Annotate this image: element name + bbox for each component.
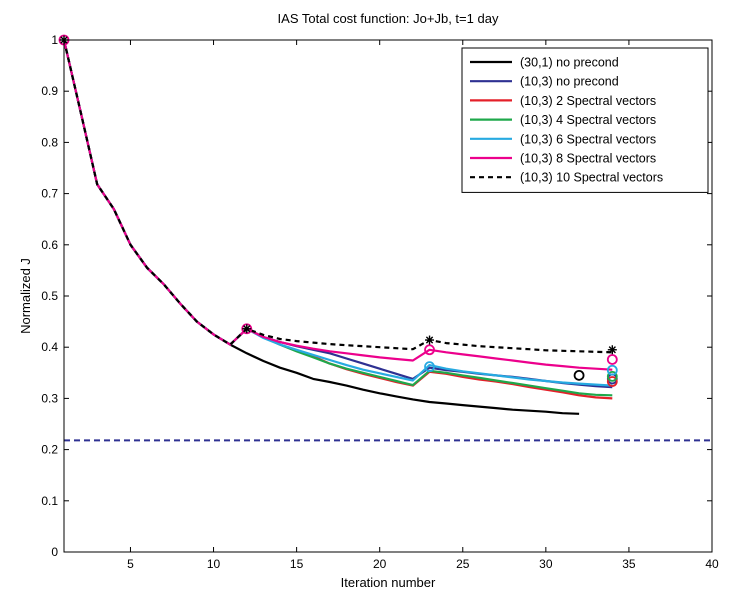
y-tick-label: 0.2 [41, 443, 58, 457]
chart-title: IAS Total cost function: Jo+Jb, t=1 day [278, 11, 499, 26]
legend-label: (10,3) 10 Spectral vectors [520, 171, 663, 185]
y-tick-label: 0.8 [41, 135, 58, 149]
marker-circle [573, 369, 585, 381]
x-tick-label: 40 [705, 557, 719, 571]
y-tick-label: 0.1 [41, 494, 58, 508]
marker-circle [424, 361, 435, 373]
y-tick-label: 0.6 [41, 238, 58, 252]
marker-star [425, 335, 435, 345]
y-tick-label: 0.7 [41, 187, 58, 201]
y-axis-label: Normalized J [18, 258, 33, 334]
series-line-10-3-8-spectral-vectors [62, 39, 613, 371]
marker-circle [606, 354, 618, 365]
legend-label: (10,3) 6 Spectral vectors [520, 132, 656, 146]
marker-star [607, 345, 617, 355]
axis-tick-labels: 5 10 15 20 25 30 35 40 0 0.1 0.2 0.3 0.4 0.5 0.6 0.7 0.8… [41, 33, 719, 571]
legend: (30,1) no precond (10,3) no precond (10,3)… [461, 47, 709, 193]
y-tick-label: 0.4 [41, 340, 58, 354]
x-tick-label: 10 [207, 557, 221, 571]
marker-circle [606, 364, 618, 376]
series-line-10-3-10-spectral-vectors [62, 39, 613, 354]
marker-star [242, 324, 252, 334]
marker-circle [606, 376, 618, 387]
legend-label: (10,3) 8 Spectral vectors [520, 152, 656, 166]
legend-label: (10,3) 4 Spectral vectors [520, 113, 656, 127]
y-tick-label: 0.9 [41, 84, 58, 98]
legend-label: (10,3) no precond [520, 75, 619, 89]
x-tick-label: 30 [539, 557, 553, 571]
marker-circle [424, 344, 435, 356]
x-axis-label: Iteration number [341, 575, 436, 590]
y-tick-label: 0.3 [41, 391, 58, 405]
x-tick-label: 5 [127, 557, 134, 571]
plot-frame [63, 39, 713, 553]
y-tick-label: 0.5 [41, 289, 58, 303]
x-tick-label: 20 [373, 557, 387, 571]
series-lines [62, 39, 613, 415]
legend-label: (10,3) 2 Spectral vectors [520, 94, 656, 108]
y-tick-label: 1 [51, 33, 58, 47]
legend-label: (30,1) no precond [520, 56, 619, 70]
x-tick-label: 25 [456, 557, 470, 571]
x-tick-label: 35 [622, 557, 636, 571]
y-tick-label: 0 [51, 545, 58, 559]
x-tick-label: 15 [290, 557, 304, 571]
marker-circle [606, 370, 618, 382]
